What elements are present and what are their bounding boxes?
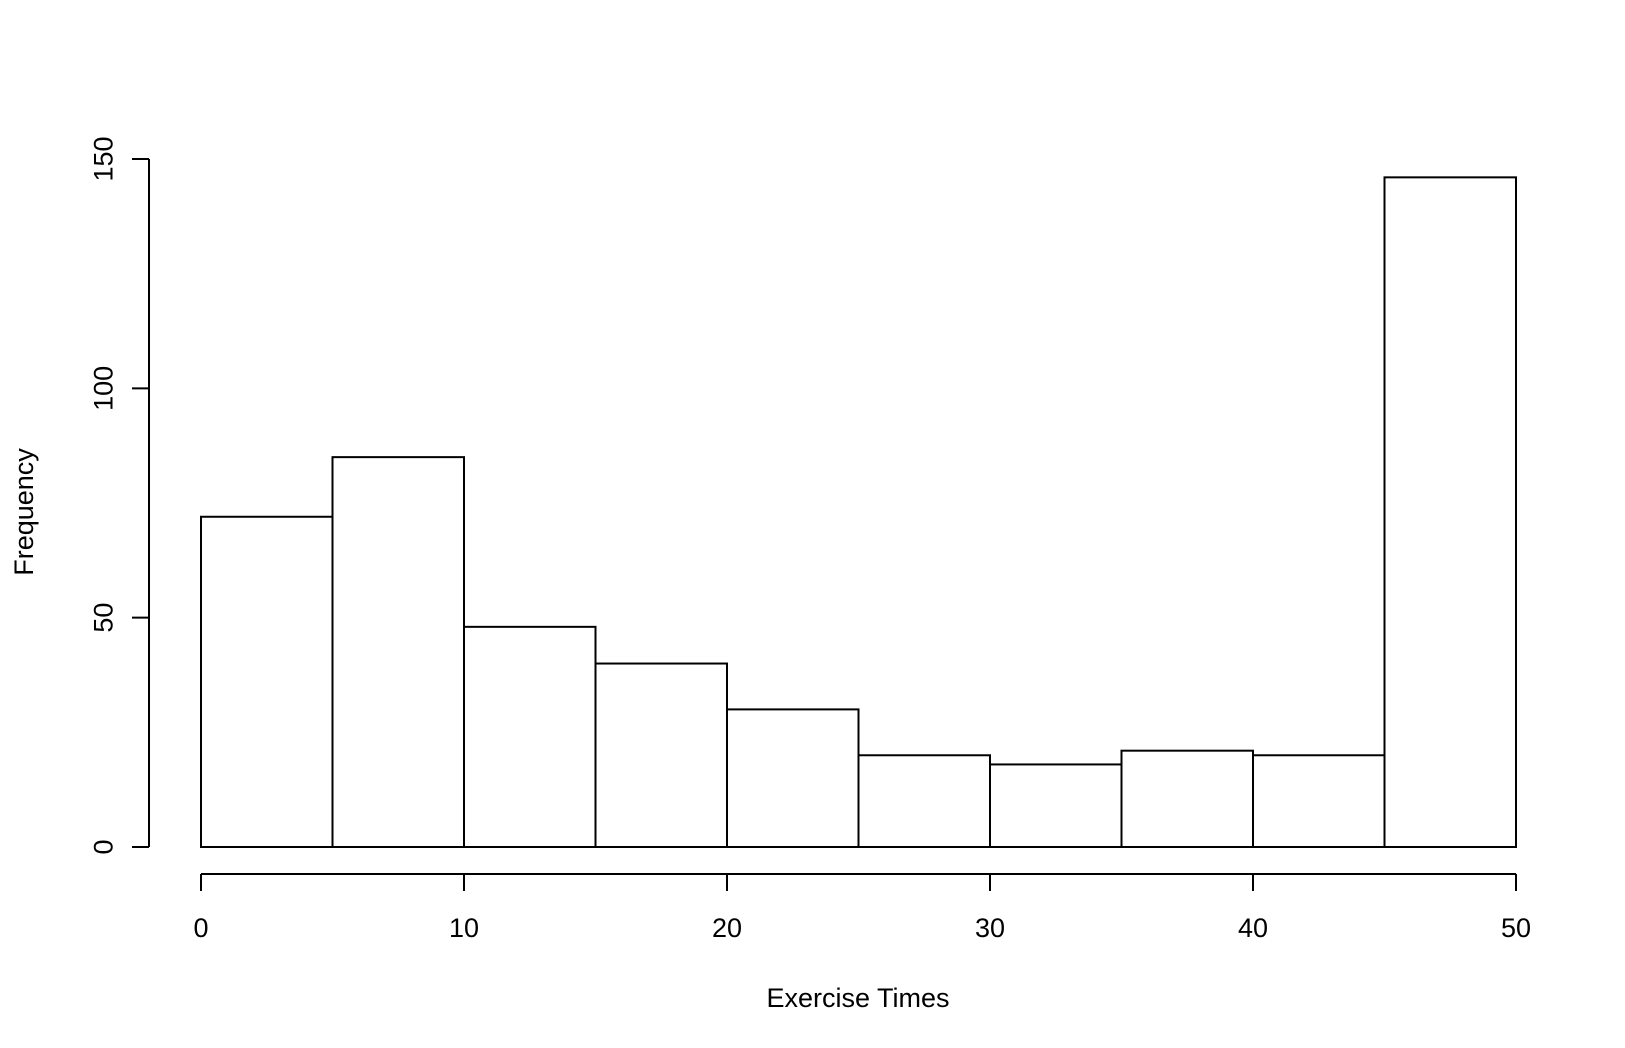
x-tick-label-30: 30 xyxy=(975,913,1005,943)
x-axis-title: Exercise Times xyxy=(766,983,949,1013)
y-tick-label-50: 50 xyxy=(88,603,118,633)
x-tick-label-0: 0 xyxy=(193,913,208,943)
histogram-bar-35-40 xyxy=(1120,749,1254,848)
y-axis-ticks: 0 50 100 150 xyxy=(88,136,149,855)
y-axis-title: Frequency xyxy=(9,448,39,576)
y-axis: 0 50 100 150 xyxy=(88,136,150,855)
y-tick-label-150: 150 xyxy=(88,136,118,181)
x-axis-ticks: 0 10 20 30 40 50 xyxy=(193,874,1531,943)
histogram-bar-10-15 xyxy=(463,625,597,849)
histogram-bar-30-35 xyxy=(989,763,1123,848)
histogram-bar-0-5 xyxy=(200,515,334,848)
histogram-bar-25-30 xyxy=(857,754,991,848)
x-tick-label-50: 50 xyxy=(1501,913,1531,943)
histogram-bar-20-25 xyxy=(726,708,860,849)
y-tick-label-100: 100 xyxy=(88,366,118,411)
x-tick-label-20: 20 xyxy=(712,913,742,943)
histogram-bar-40-45 xyxy=(1252,754,1386,848)
y-tick-label-0: 0 xyxy=(88,839,118,854)
histogram-bar-45-50 xyxy=(1383,176,1517,848)
x-tick-label-40: 40 xyxy=(1238,913,1268,943)
histogram-bar-5-10 xyxy=(331,456,465,848)
x-tick-label-10: 10 xyxy=(449,913,479,943)
histogram-bar-15-20 xyxy=(594,662,728,848)
histogram-bars xyxy=(200,176,1517,849)
x-axis: 0 10 20 30 40 50 xyxy=(193,873,1531,943)
